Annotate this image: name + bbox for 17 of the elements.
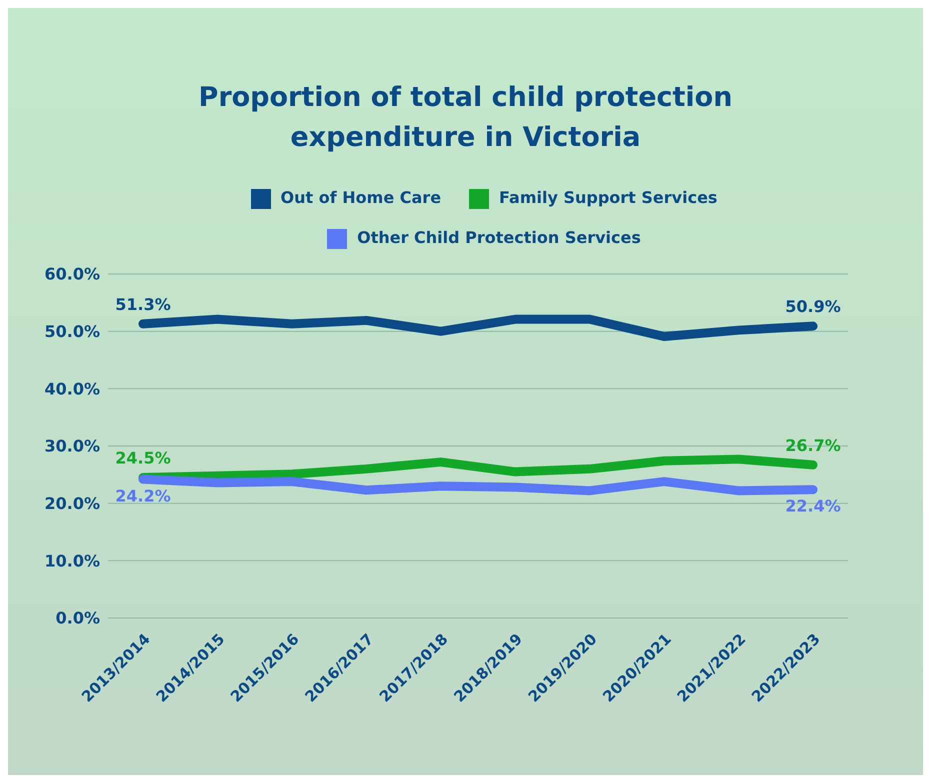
y-tick-label: 60.0%: [44, 264, 100, 284]
y-tick-label: 10.0%: [44, 551, 100, 570]
data-label: 24.2%: [115, 486, 171, 506]
data-label: 26.7%: [785, 436, 841, 455]
data-label: 24.5%: [115, 448, 171, 468]
legend-label: Family Support Services: [499, 188, 718, 207]
data-label: 22.4%: [785, 496, 841, 516]
data-label: 50.9%: [785, 297, 841, 316]
data-label: 51.3%: [115, 294, 171, 314]
chart-title: Proportion of total child protection expenditure in Victoria: [198, 81, 734, 155]
y-tick-label: 50.0%: [44, 322, 100, 342]
y-tick-label: 0.0%: [56, 608, 100, 628]
y-tick-label: 30.0%: [44, 436, 100, 456]
legend-label: Other Child Protection Services: [357, 228, 641, 247]
legend-label: Out of Home Care: [280, 188, 442, 207]
y-tick-label: 20.0%: [44, 494, 100, 514]
y-tick-label: 40.0%: [44, 379, 100, 398]
